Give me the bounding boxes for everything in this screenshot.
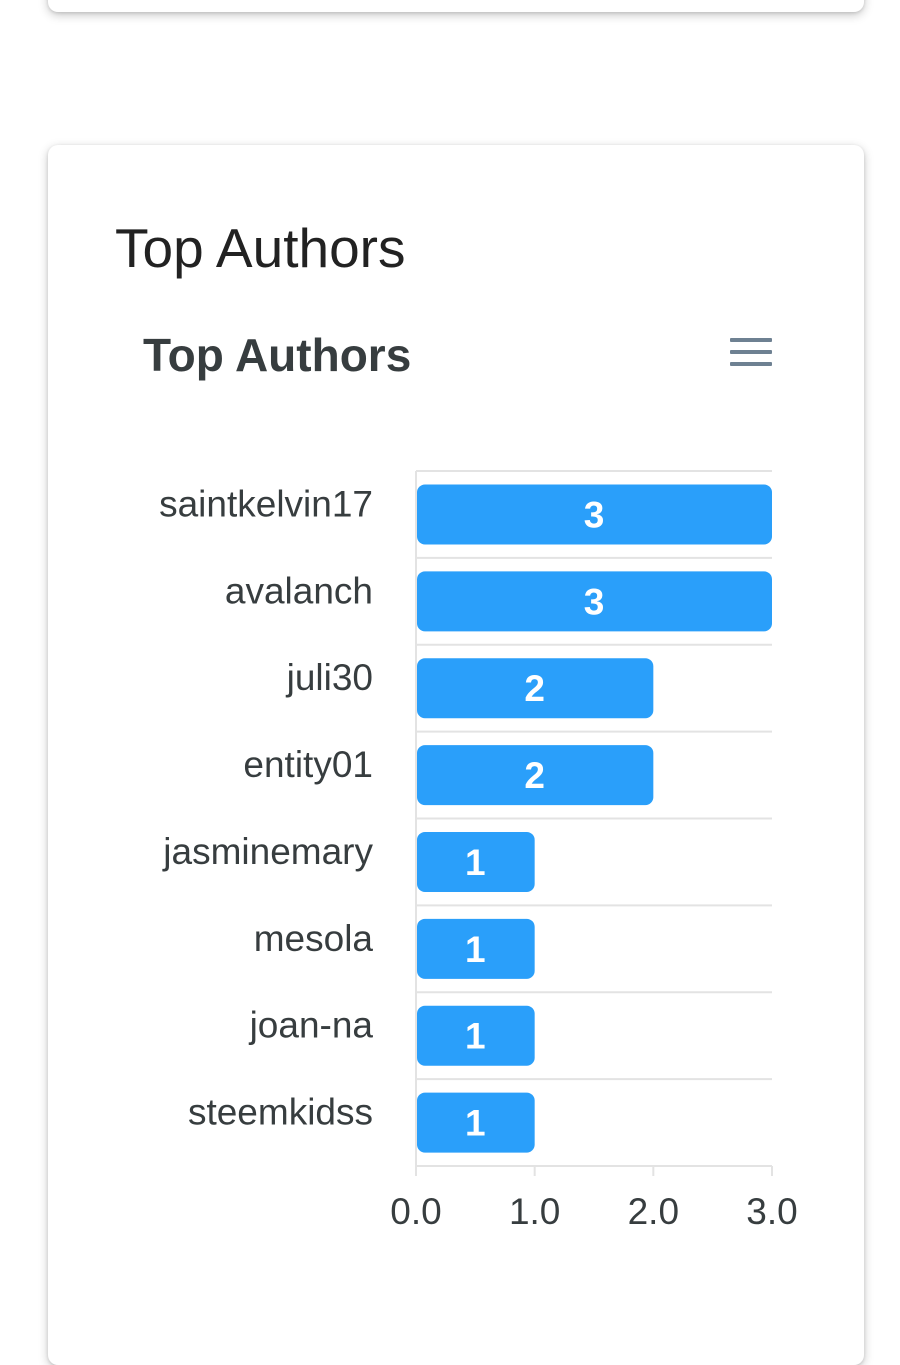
bar xyxy=(417,658,654,719)
category-label: jasminemary xyxy=(162,831,373,872)
bar xyxy=(417,745,654,806)
bar xyxy=(417,918,535,979)
x-tick-label: 2.0 xyxy=(628,1191,679,1232)
data-label: 1 xyxy=(465,1016,486,1057)
x-tick-label: 0.0 xyxy=(390,1191,441,1232)
data-label: 2 xyxy=(524,668,545,709)
data-label: 3 xyxy=(584,581,605,622)
hamburger-menu-icon[interactable] xyxy=(728,335,774,369)
data-label: 2 xyxy=(524,755,545,796)
category-label: joan-na xyxy=(249,1005,374,1046)
data-label: 3 xyxy=(584,494,605,535)
card-title: Top Authors xyxy=(115,217,406,279)
bar xyxy=(417,484,772,545)
category-label: avalanch xyxy=(225,570,373,611)
category-label: juli30 xyxy=(286,657,373,698)
category-label: saintkelvin17 xyxy=(159,483,373,524)
previous-card xyxy=(48,0,864,12)
x-tick-label: 1.0 xyxy=(509,1191,560,1232)
data-label: 1 xyxy=(465,1103,486,1144)
chart-title: Top Authors xyxy=(143,329,412,381)
category-label: steemkidss xyxy=(188,1092,373,1133)
bar xyxy=(417,1005,535,1066)
data-label: 1 xyxy=(465,842,486,883)
bar xyxy=(417,1092,535,1153)
bar-chart: 0.0 1.0 2.0 3.0 3 saintkelvin17 3 avalanch 2 juli… xyxy=(159,470,798,1232)
x-tick-label: 3.0 xyxy=(746,1191,797,1232)
category-label: entity01 xyxy=(243,744,373,785)
data-label: 1 xyxy=(465,929,486,970)
category-label: mesola xyxy=(254,918,374,959)
bar xyxy=(417,831,535,892)
bar xyxy=(417,571,772,632)
